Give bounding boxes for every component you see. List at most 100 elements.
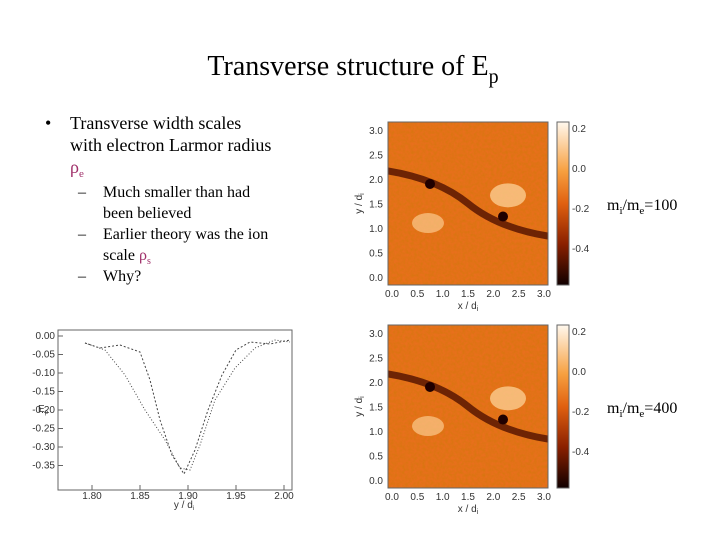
y-tick-label: 2.5 xyxy=(369,354,383,365)
label-sub: i xyxy=(193,506,194,512)
colorbar-tick-label: 0.2 xyxy=(572,124,586,135)
y-axis-label: Ep xyxy=(38,404,49,416)
mass-ratio-part: /m xyxy=(623,400,640,417)
y-tick-label: -0.30 xyxy=(32,442,55,453)
x-tick-label: 3.0 xyxy=(537,492,551,503)
profile-curve xyxy=(84,339,291,476)
y-tick-label: 2.5 xyxy=(369,151,383,162)
colorbar-tick-label: -0.2 xyxy=(572,204,590,215)
y-tick-label: 0.5 xyxy=(369,249,383,260)
x-tick-label: 2.00 xyxy=(274,491,294,502)
line: Much smaller than had xyxy=(103,184,250,201)
x-point xyxy=(425,178,435,189)
mass-ratio-part: m xyxy=(607,197,620,214)
mass-ratio-part: m xyxy=(607,400,620,417)
mass-ratio-part: =100 xyxy=(644,197,677,214)
subbullet-marker: – xyxy=(77,226,87,243)
colorbar-tick-label: -0.4 xyxy=(572,447,590,458)
y-tick-label: 0.0 xyxy=(369,273,383,284)
x-tick-label: 1.95 xyxy=(226,491,246,502)
subbullet-marker: – xyxy=(77,184,87,201)
x-tick-label: 0.0 xyxy=(385,289,399,300)
y-tick-label: 3.0 xyxy=(369,329,383,340)
mass-ratio-part: =400 xyxy=(644,400,677,417)
subbullet-text: Much smaller than had xyxy=(103,184,250,201)
line: Why? xyxy=(103,268,141,285)
subbullet-marker: – xyxy=(77,268,87,285)
y-tick-label: 1.0 xyxy=(369,224,383,235)
x-tick-label: 1.0 xyxy=(436,289,450,300)
x-tick-label: 2.0 xyxy=(486,492,500,503)
symbol-sub: s xyxy=(147,256,151,267)
light-region xyxy=(412,416,444,437)
bullet-marker: • xyxy=(45,113,51,133)
subbullet-text: scale ρs xyxy=(103,247,151,267)
current-sheet xyxy=(387,370,549,443)
y-tick-label: 1.5 xyxy=(369,403,383,414)
y-tick-label: -0.10 xyxy=(32,368,55,379)
symbol: ρ xyxy=(139,247,147,264)
label: y / d xyxy=(174,500,193,511)
colorbar xyxy=(556,324,570,489)
current-sheet xyxy=(387,167,549,240)
label: y / d xyxy=(354,195,365,214)
symbol-sub: e xyxy=(79,168,84,180)
subbullet-text: been believed xyxy=(103,205,191,222)
light-region xyxy=(490,386,526,411)
x-axis-label: y / di xyxy=(174,500,194,512)
label: x / d xyxy=(458,504,477,515)
mass-ratio-part: i xyxy=(619,408,622,420)
bullet-symbol: ρe xyxy=(70,157,84,180)
y-tick-label: 2.0 xyxy=(369,378,383,389)
plot-frame xyxy=(57,329,293,491)
x-tick-label: 0.5 xyxy=(410,289,424,300)
profile-curve xyxy=(84,339,291,471)
label-sub: i xyxy=(477,509,479,516)
line: scale xyxy=(103,247,135,264)
y-tick-label: 0.5 xyxy=(369,452,383,463)
y-tick-label: -0.15 xyxy=(32,387,55,398)
light-region xyxy=(490,183,526,208)
colorbar xyxy=(556,121,570,286)
bullet-text: Transverse width scales xyxy=(70,113,241,133)
x-point xyxy=(498,211,508,222)
x-tick-label: 1.80 xyxy=(82,491,102,502)
x-axis-label: x / di xyxy=(458,504,479,516)
subbullet-text: Why? xyxy=(103,268,141,285)
bullet-text: with electron Larmor radius xyxy=(70,135,271,155)
label-sub: i xyxy=(477,306,479,313)
label-sub: i xyxy=(359,193,366,195)
mass-ratio-part: /m xyxy=(623,197,640,214)
mass-ratio-label: mi/me=400 xyxy=(607,400,677,420)
y-tick-label: -0.05 xyxy=(32,350,55,361)
y-tick-label: -0.25 xyxy=(32,424,55,435)
colorbar-tick-label: -0.2 xyxy=(572,407,590,418)
heatmap-frame xyxy=(387,324,549,489)
line: Earlier theory was the ion xyxy=(103,226,268,243)
x-point xyxy=(498,414,508,425)
x-tick-label: 0.5 xyxy=(410,492,424,503)
y-tick-label: 3.0 xyxy=(369,126,383,137)
x-tick-label: 1.5 xyxy=(461,289,475,300)
x-axis-label: x / di xyxy=(458,301,479,313)
x-tick-label: 1.85 xyxy=(130,491,150,502)
x-tick-label: 2.5 xyxy=(512,289,526,300)
slide-title: Transverse structure of Ep xyxy=(207,51,498,88)
y-tick-label: 1.5 xyxy=(369,200,383,211)
label: y / d xyxy=(354,398,365,417)
mass-ratio-label: mi/me=100 xyxy=(607,197,677,217)
light-region xyxy=(412,213,444,234)
symbol: ρ xyxy=(70,157,79,177)
x-tick-label: 0.0 xyxy=(385,492,399,503)
y-axis-label: y / di xyxy=(354,193,366,214)
y-tick-label: -0.20 xyxy=(32,405,55,416)
colorbar-tick-label: 0.0 xyxy=(572,367,586,378)
x-point xyxy=(425,381,435,392)
label-sub: p xyxy=(45,410,49,416)
label-sub: i xyxy=(359,396,366,398)
x-tick-label: 1.90 xyxy=(178,491,198,502)
mass-ratio-part: e xyxy=(639,408,644,420)
colorbar-tick-label: 0.0 xyxy=(572,164,586,175)
line: been believed xyxy=(103,205,191,222)
